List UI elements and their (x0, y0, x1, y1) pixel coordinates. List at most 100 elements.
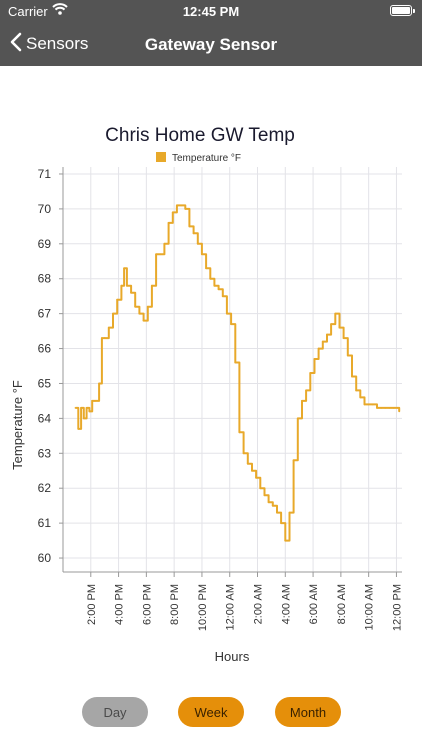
data-point (130, 291, 132, 294)
data-point (380, 407, 383, 409)
data-point (392, 407, 395, 409)
status-time: 12:45 PM (182, 4, 240, 19)
chart-svg: 60 61 62 63 64 65 66 67 68 69 70 71 2:00 PM 4:00 PM 6:… (10, 125, 404, 664)
data-point (116, 298, 119, 301)
data-point (396, 407, 399, 409)
data-point (371, 403, 374, 406)
data-point (217, 288, 220, 291)
data-point (98, 382, 101, 385)
data-point (226, 312, 228, 315)
legend-label: Temperature °F (172, 153, 241, 164)
data-point (80, 407, 82, 409)
data-point (159, 253, 162, 256)
data-point (346, 354, 349, 357)
data-point (288, 511, 291, 514)
data-point (91, 400, 94, 402)
status-bar: Carrier 12:45 PM (0, 0, 422, 22)
x-tick-label: 2:00 AM (253, 584, 265, 624)
data-point (238, 431, 241, 434)
data-point (242, 452, 245, 455)
x-tick-label: 6:00 AM (308, 584, 320, 624)
x-tick-label: 10:00 PM (197, 584, 209, 631)
carrier-label: Carrier (8, 4, 48, 19)
data-point (230, 323, 233, 326)
x-tick-label: 8:00 AM (336, 584, 348, 624)
data-point (234, 361, 237, 364)
y-tick-label: 67 (38, 307, 52, 321)
data-point (184, 207, 187, 210)
data-point (321, 340, 324, 343)
data-point (120, 284, 123, 287)
data-point (192, 232, 195, 235)
data-point (301, 400, 303, 402)
y-tick-label: 60 (38, 551, 52, 565)
back-button-label: Sensors (26, 34, 89, 53)
data-point (263, 494, 266, 497)
data-point (246, 462, 249, 465)
data-point (146, 305, 149, 308)
data-point (363, 403, 366, 406)
data-point (77, 427, 80, 430)
data-point (171, 211, 174, 214)
x-tick-label: 6:00 PM (141, 584, 153, 625)
data-point (317, 347, 320, 350)
data-point (255, 476, 258, 479)
y-tick-label: 70 (38, 202, 52, 216)
data-point (205, 267, 208, 270)
data-point (123, 267, 126, 270)
data-point (142, 319, 145, 322)
data-point (180, 204, 182, 207)
data-point (103, 337, 106, 339)
back-button[interactable]: Sensors (10, 22, 88, 66)
x-tick-label: 12:00 AM (225, 584, 237, 630)
x-axis-label: Hours (215, 649, 250, 664)
data-point (94, 400, 96, 402)
data-point (313, 358, 316, 360)
navigation-bar: Sensors Gateway Sensor (0, 22, 422, 66)
y-tick-label: 65 (38, 376, 52, 390)
range-week-button[interactable]: Week (178, 697, 244, 727)
data-point (292, 459, 295, 462)
battery-icon (390, 5, 415, 16)
data-point (342, 337, 345, 339)
data-point (284, 539, 287, 542)
x-tick-label: 12:00 PM (391, 584, 403, 631)
data-point (376, 407, 378, 409)
data-point (209, 277, 212, 280)
data-point (101, 337, 103, 339)
chart-title: Chris Home GW Temp (105, 125, 295, 146)
data-point (74, 407, 77, 409)
y-tick-label: 71 (38, 167, 52, 181)
y-tick-label: 64 (38, 411, 52, 425)
data-point (138, 312, 141, 315)
wifi-icon (52, 3, 68, 18)
data-point (176, 204, 178, 207)
data-point (112, 312, 114, 315)
y-tick-label: 66 (38, 342, 52, 356)
y-tick-label: 69 (38, 237, 52, 251)
y-axis-label: Temperature °F (10, 380, 25, 470)
data-point (134, 305, 137, 308)
data-point (107, 326, 110, 329)
range-day-button[interactable]: Day (82, 697, 148, 727)
data-point (326, 333, 328, 336)
data-point (126, 284, 128, 287)
data-point (213, 284, 216, 287)
x-tick-label: 4:00 AM (280, 584, 292, 624)
data-point (267, 501, 270, 504)
data-point (330, 323, 333, 326)
data-point (196, 242, 199, 245)
data-point (388, 407, 391, 409)
chart-axes: 60 61 62 63 64 65 66 67 68 69 70 71 2:00 PM 4:00 PM 6:… (38, 167, 404, 631)
chevron-left-icon (10, 32, 22, 57)
data-point (276, 511, 278, 514)
data-point (296, 417, 299, 420)
range-month-button[interactable]: Month (275, 697, 341, 727)
data-point (201, 253, 203, 256)
y-tick-label: 61 (38, 516, 52, 530)
data-point (167, 221, 170, 224)
x-tick-label: 4:00 PM (114, 584, 126, 625)
data-point (338, 326, 341, 329)
data-point (367, 403, 370, 406)
data-point (280, 522, 283, 525)
